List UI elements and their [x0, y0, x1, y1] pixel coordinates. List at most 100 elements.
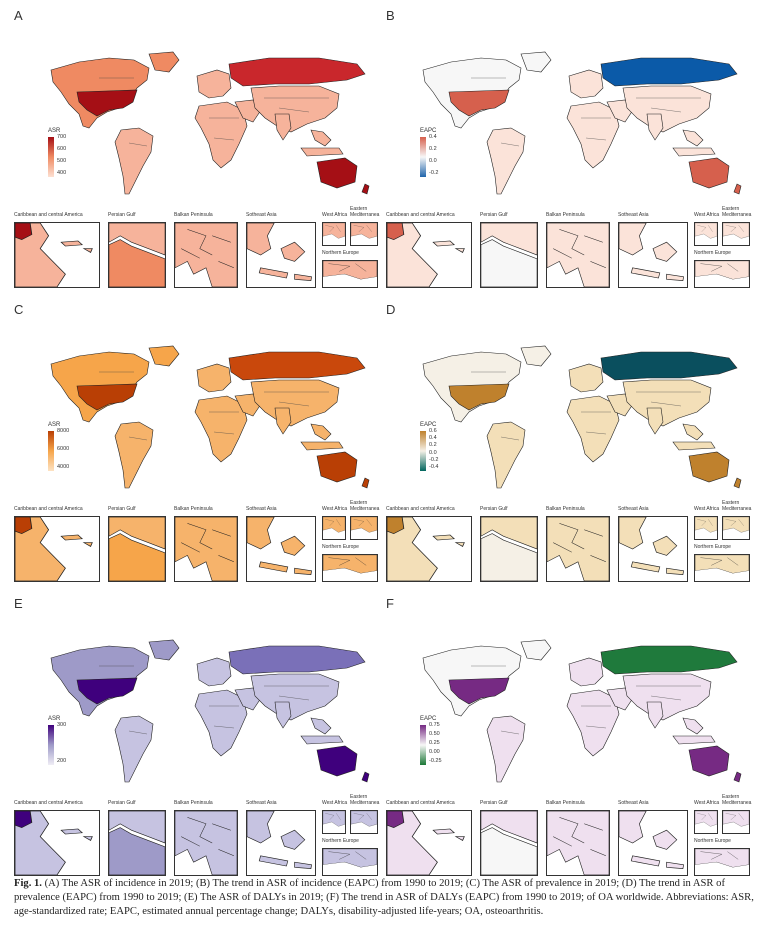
- region-australia[interactable]: [316, 157, 358, 189]
- region-india[interactable]: [646, 407, 664, 435]
- region-greenland[interactable]: [520, 51, 552, 73]
- region-australia[interactable]: [688, 745, 730, 777]
- region-russia[interactable]: [228, 57, 366, 87]
- inset-map-northern_europe[interactable]: [694, 848, 750, 876]
- inset-map-persian_gulf[interactable]: [480, 810, 538, 876]
- inset-map-southeast_asia[interactable]: [618, 516, 688, 582]
- region-south_america[interactable]: [486, 715, 526, 783]
- inset-map-caribbean[interactable]: [14, 516, 100, 582]
- region-nz[interactable]: [361, 771, 370, 783]
- region-south_america[interactable]: [114, 715, 154, 783]
- region-greenland[interactable]: [148, 51, 180, 73]
- region-africa[interactable]: [566, 689, 620, 757]
- inset-map-balkan[interactable]: [546, 222, 610, 288]
- region-greenland[interactable]: [520, 345, 552, 367]
- inset-map-caribbean[interactable]: [386, 516, 472, 582]
- region-greenland[interactable]: [520, 639, 552, 661]
- region-indonesia[interactable]: [672, 735, 716, 745]
- region-asia[interactable]: [250, 85, 340, 133]
- region-europe[interactable]: [196, 363, 232, 393]
- region-indonesia[interactable]: [300, 735, 344, 745]
- region-nz[interactable]: [733, 771, 742, 783]
- inset-map-caribbean[interactable]: [14, 810, 100, 876]
- region-asia[interactable]: [622, 85, 712, 133]
- inset-map-persian_gulf[interactable]: [108, 222, 166, 288]
- region-asia[interactable]: [622, 379, 712, 427]
- inset-map-west_africa[interactable]: [694, 222, 718, 246]
- region-south_america[interactable]: [114, 421, 154, 489]
- inset-map-eastern_med[interactable]: [722, 222, 750, 246]
- inset-map-northern_europe[interactable]: [694, 260, 750, 288]
- region-australia[interactable]: [688, 157, 730, 189]
- region-russia[interactable]: [228, 351, 366, 381]
- region-australia[interactable]: [316, 745, 358, 777]
- inset-map-caribbean[interactable]: [386, 810, 472, 876]
- region-usa[interactable]: [448, 89, 510, 117]
- region-australia[interactable]: [316, 451, 358, 483]
- region-russia[interactable]: [600, 57, 738, 87]
- region-usa[interactable]: [76, 89, 138, 117]
- region-europe[interactable]: [196, 657, 232, 687]
- inset-map-southeast_asia[interactable]: [246, 810, 316, 876]
- region-nz[interactable]: [733, 183, 742, 195]
- inset-map-persian_gulf[interactable]: [480, 222, 538, 288]
- inset-map-southeast_asia[interactable]: [246, 516, 316, 582]
- region-se_asia[interactable]: [310, 423, 332, 441]
- inset-map-southeast_asia[interactable]: [618, 810, 688, 876]
- region-india[interactable]: [274, 407, 292, 435]
- region-se_asia[interactable]: [310, 717, 332, 735]
- region-europe[interactable]: [196, 69, 232, 99]
- inset-map-balkan[interactable]: [174, 810, 238, 876]
- region-indonesia[interactable]: [672, 441, 716, 451]
- region-india[interactable]: [274, 701, 292, 729]
- region-africa[interactable]: [194, 689, 248, 757]
- inset-map-west_africa[interactable]: [694, 810, 718, 834]
- region-europe[interactable]: [568, 363, 604, 393]
- region-usa[interactable]: [448, 677, 510, 705]
- region-asia[interactable]: [622, 673, 712, 721]
- region-asia[interactable]: [250, 379, 340, 427]
- region-nz[interactable]: [361, 183, 370, 195]
- inset-map-persian_gulf[interactable]: [108, 810, 166, 876]
- region-indonesia[interactable]: [300, 441, 344, 451]
- inset-map-northern_europe[interactable]: [322, 260, 378, 288]
- inset-map-eastern_med[interactable]: [350, 516, 378, 540]
- region-india[interactable]: [274, 113, 292, 141]
- region-africa[interactable]: [566, 395, 620, 463]
- inset-map-west_africa[interactable]: [694, 516, 718, 540]
- region-usa[interactable]: [448, 383, 510, 411]
- region-se_asia[interactable]: [310, 129, 332, 147]
- region-australia[interactable]: [688, 451, 730, 483]
- region-europe[interactable]: [568, 657, 604, 687]
- inset-map-northern_europe[interactable]: [694, 554, 750, 582]
- region-se_asia[interactable]: [682, 129, 704, 147]
- inset-map-west_africa[interactable]: [322, 222, 346, 246]
- region-india[interactable]: [646, 701, 664, 729]
- inset-map-southeast_asia[interactable]: [246, 222, 316, 288]
- inset-map-west_africa[interactable]: [322, 810, 346, 834]
- region-se_asia[interactable]: [682, 423, 704, 441]
- inset-map-persian_gulf[interactable]: [108, 516, 166, 582]
- region-africa[interactable]: [194, 101, 248, 169]
- region-south_america[interactable]: [486, 421, 526, 489]
- inset-map-balkan[interactable]: [546, 516, 610, 582]
- region-europe[interactable]: [568, 69, 604, 99]
- region-usa[interactable]: [76, 383, 138, 411]
- region-africa[interactable]: [194, 395, 248, 463]
- region-indonesia[interactable]: [672, 147, 716, 157]
- region-nz[interactable]: [733, 477, 742, 489]
- inset-map-eastern_med[interactable]: [722, 516, 750, 540]
- inset-map-northern_europe[interactable]: [322, 848, 378, 876]
- region-se_asia[interactable]: [682, 717, 704, 735]
- region-greenland[interactable]: [148, 345, 180, 367]
- region-nz[interactable]: [361, 477, 370, 489]
- inset-map-caribbean[interactable]: [386, 222, 472, 288]
- region-africa[interactable]: [566, 101, 620, 169]
- inset-map-caribbean[interactable]: [14, 222, 100, 288]
- region-russia[interactable]: [228, 645, 366, 675]
- inset-map-northern_europe[interactable]: [322, 554, 378, 582]
- inset-map-balkan[interactable]: [174, 222, 238, 288]
- inset-map-eastern_med[interactable]: [350, 222, 378, 246]
- inset-map-southeast_asia[interactable]: [618, 222, 688, 288]
- inset-map-eastern_med[interactable]: [350, 810, 378, 834]
